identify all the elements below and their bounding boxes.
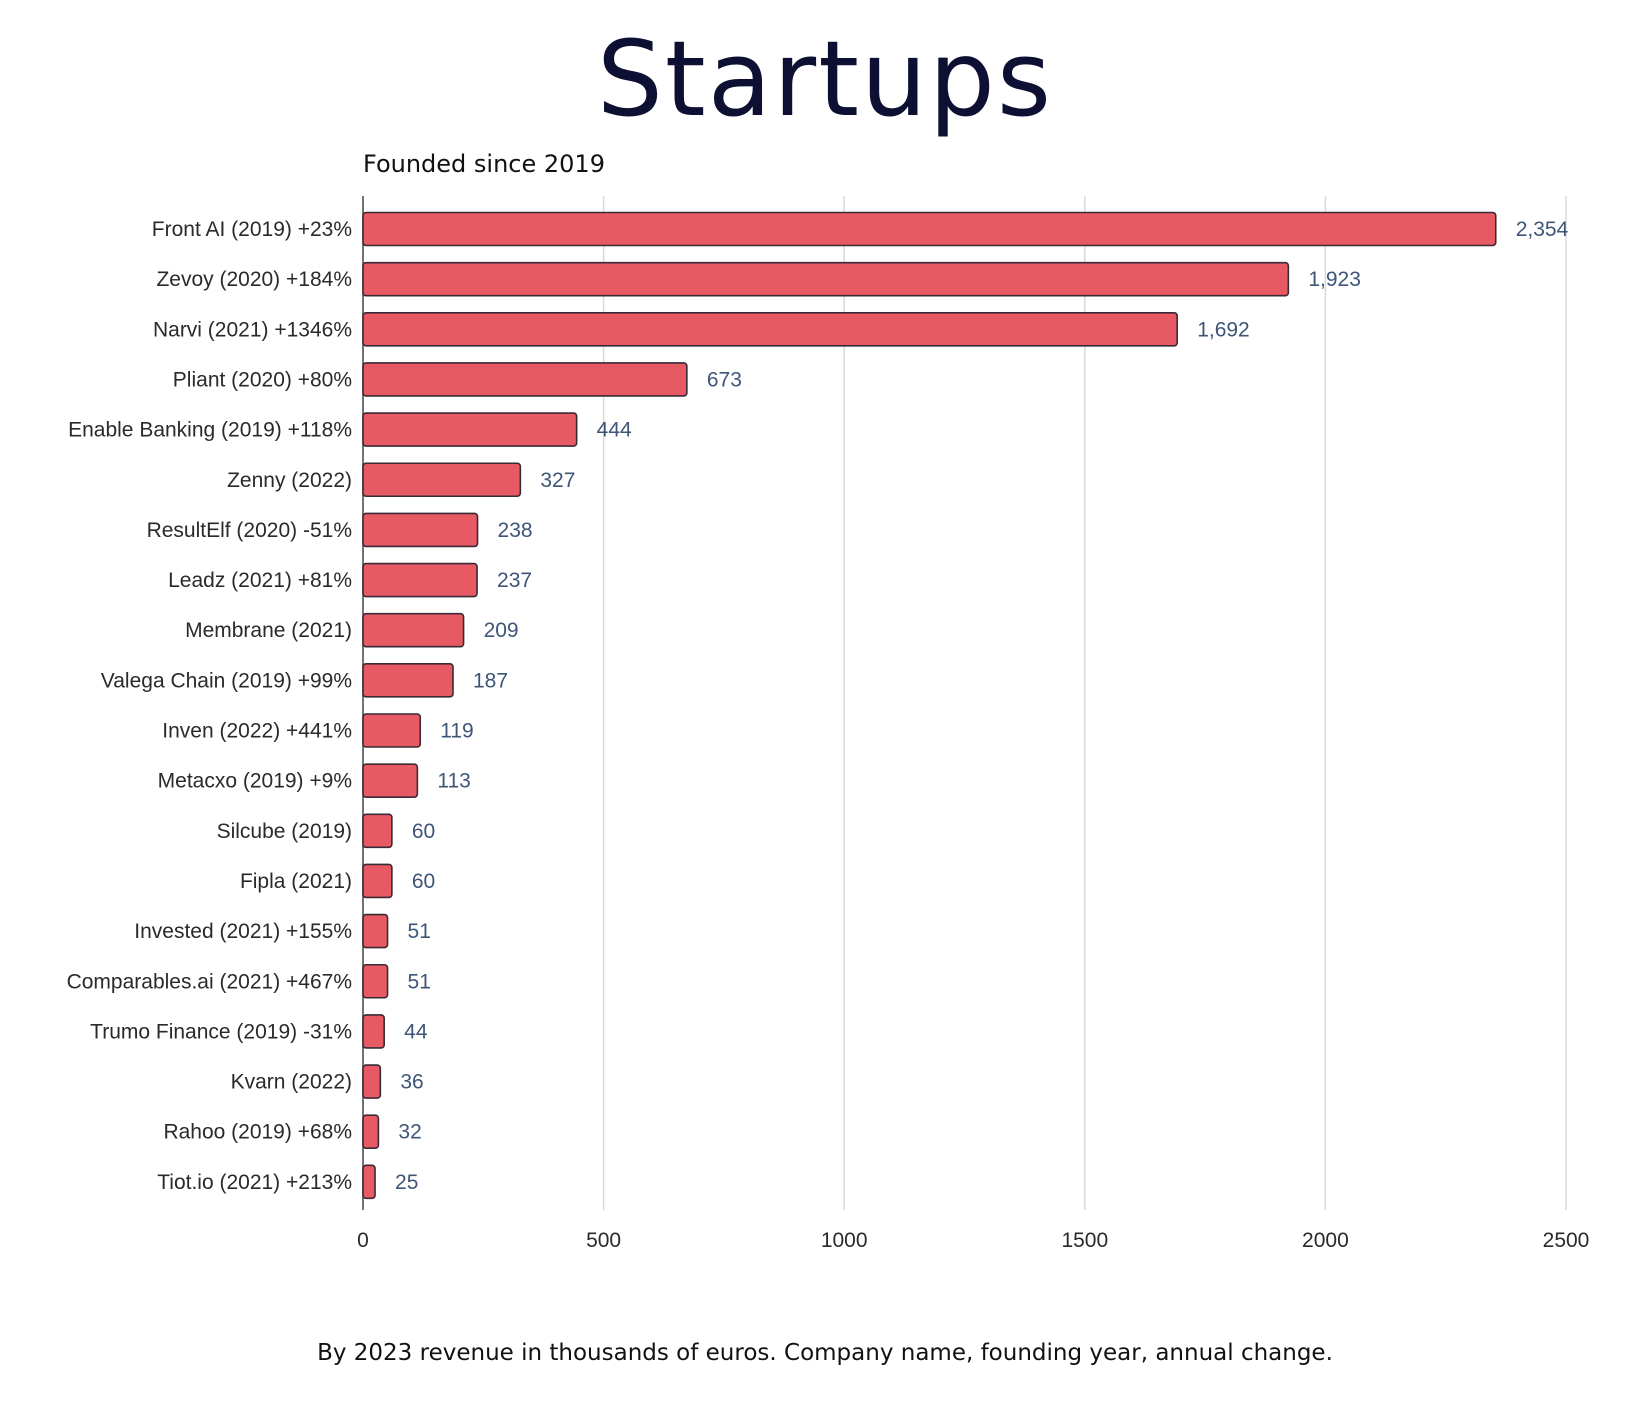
category-label: Trumo Finance (2019) -31% xyxy=(90,1020,352,1043)
bar xyxy=(362,1064,382,1099)
category-label: Membrane (2021) xyxy=(185,619,352,642)
bar xyxy=(362,963,389,999)
value-label: 327 xyxy=(540,469,575,492)
bar xyxy=(362,562,478,598)
category-label: Front AI (2019) +23% xyxy=(152,218,352,241)
bar xyxy=(362,512,479,548)
category-label: Zevoy (2020) +184% xyxy=(156,268,352,291)
category-label: Inven (2022) +441% xyxy=(162,720,352,743)
bar xyxy=(362,311,1178,347)
bar xyxy=(362,913,389,949)
bar xyxy=(362,211,1497,247)
value-label: 673 xyxy=(707,368,742,391)
bar xyxy=(362,362,688,397)
category-label: Comparables.ai (2021) +467% xyxy=(67,970,352,993)
category-label: Tiot.io (2021) +213% xyxy=(157,1171,352,1194)
x-tick-label: 1500 xyxy=(1061,1229,1108,1252)
x-axis-ticks: 0 500 1000 1500 2000 2500 xyxy=(357,1229,1589,1252)
chart-title: Startups xyxy=(596,18,1054,140)
bar xyxy=(362,813,393,849)
bar xyxy=(362,462,522,498)
category-label: Zenny (2022) xyxy=(227,469,352,492)
category-label: Silcube (2019) xyxy=(217,820,352,843)
category-label: Kvarn (2022) xyxy=(231,1071,352,1094)
value-label: 51 xyxy=(408,920,431,943)
grid-lines xyxy=(362,196,1567,1210)
x-tick-label: 1000 xyxy=(821,1229,868,1252)
value-label: 238 xyxy=(498,519,533,542)
category-label: Enable Banking (2019) +118% xyxy=(68,419,352,442)
bar xyxy=(362,412,578,447)
category-label: ResultElf (2020) -51% xyxy=(147,519,352,542)
bar xyxy=(362,863,393,899)
category-label: Valega Chain (2019) +99% xyxy=(101,669,352,692)
value-label: 25 xyxy=(395,1171,418,1194)
bar xyxy=(362,1014,385,1049)
value-label: 119 xyxy=(440,720,473,743)
x-tick-label: 2000 xyxy=(1302,1229,1349,1252)
bar xyxy=(362,612,465,648)
x-tick-label: 2500 xyxy=(1543,1229,1590,1252)
value-label: 187 xyxy=(473,669,508,692)
bar xyxy=(362,663,454,698)
bar xyxy=(362,261,1290,297)
value-label: 237 xyxy=(497,569,532,592)
category-label: Leadz (2021) +81% xyxy=(168,569,352,592)
value-label: 444 xyxy=(597,419,632,442)
bar xyxy=(362,1164,376,1200)
category-label: Metacxo (2019) +9% xyxy=(158,770,352,793)
value-label: 36 xyxy=(400,1071,423,1094)
x-tick-label: 500 xyxy=(586,1229,621,1252)
category-label: Pliant (2020) +80% xyxy=(173,368,352,391)
value-label: 60 xyxy=(412,820,435,843)
value-label: 209 xyxy=(484,619,519,642)
category-label: Invested (2021) +155% xyxy=(134,920,352,943)
bar xyxy=(362,1114,380,1149)
value-label: 1,692 xyxy=(1197,318,1250,341)
value-label: 1,923 xyxy=(1308,268,1361,291)
chart-footnote: By 2023 revenue in thousands of euros. C… xyxy=(317,1340,1333,1366)
category-label: Narvi (2021) +1346% xyxy=(153,318,352,341)
bar xyxy=(362,763,419,798)
category-label: Rahoo (2019) +68% xyxy=(163,1121,352,1144)
value-label: 51 xyxy=(408,970,431,993)
value-label: 32 xyxy=(398,1121,421,1144)
value-label: 60 xyxy=(412,870,435,893)
value-label: 113 xyxy=(437,770,470,793)
value-labels: 2,354 1,923 1,692 673 444 327 238 237 209 187 119 1… xyxy=(395,218,1569,1194)
category-label: Fipla (2021) xyxy=(240,870,352,893)
value-label: 44 xyxy=(404,1020,428,1043)
x-tick-label: 0 xyxy=(357,1229,369,1252)
bar xyxy=(362,713,422,748)
category-labels: Front AI (2019) +23% Zevoy (2020) +184% Na… xyxy=(67,218,352,1194)
chart-subtitle: Founded since 2019 xyxy=(363,150,605,178)
value-label: 2,354 xyxy=(1516,218,1569,241)
bars xyxy=(362,211,1497,1200)
